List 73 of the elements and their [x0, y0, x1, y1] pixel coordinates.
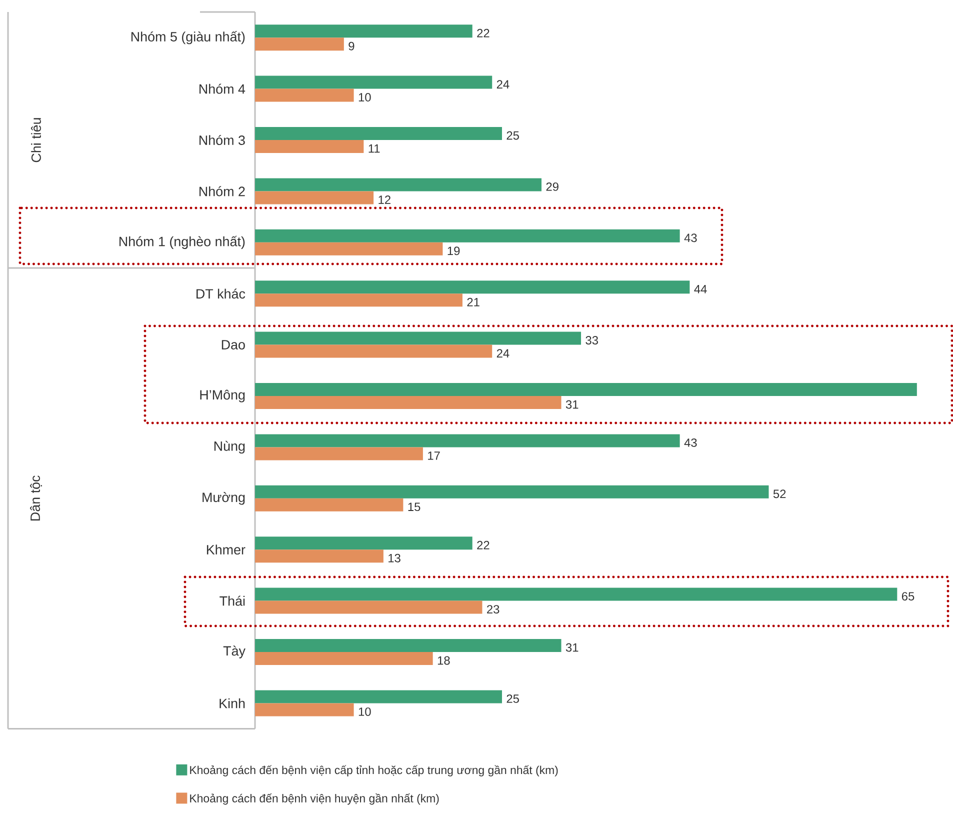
y-tick-label: Thái [220, 596, 245, 606]
data-label: 29 [546, 182, 558, 191]
y-tick-label: Tày [223, 646, 246, 658]
bar [255, 447, 423, 460]
bar [255, 382, 917, 396]
bar [255, 76, 492, 89]
legend-label: Khoảng cách đến bệnh viện huyện gần nhất (km) [190, 794, 439, 805]
y-tick-label: Mường [202, 492, 245, 505]
text: Dân tộc [30, 476, 42, 520]
bar [255, 280, 690, 294]
bar [255, 600, 482, 614]
data-label: 52 [773, 490, 786, 498]
data-label: 33 [586, 336, 598, 345]
data-label: 65 [902, 592, 914, 601]
y-tick-label: Nhóm 4 [200, 84, 246, 94]
data-label: 10 [358, 707, 371, 716]
data-label: 13 [388, 554, 400, 562]
data-label: 31 [566, 400, 578, 409]
data-label: 25 [506, 694, 519, 703]
bar [255, 24, 472, 38]
data-label: 43 [684, 234, 697, 242]
data-label: 11 [368, 144, 380, 153]
y-tick-label: Nhóm 3 [200, 134, 245, 145]
bar [255, 332, 582, 345]
bar [255, 294, 462, 307]
y-tick-label: Nhóm 5 (giàu nhất) [131, 31, 245, 44]
bar [255, 588, 898, 601]
data-label: 31 [566, 643, 578, 652]
data-label: 25 [506, 131, 519, 140]
bar [255, 485, 769, 498]
data-label: 12 [378, 196, 390, 204]
data-label: 10 [358, 93, 371, 102]
y-tick-label: Kinh [220, 698, 245, 708]
y-tick-label: Dao [222, 340, 245, 350]
data-label: 24 [496, 80, 510, 88]
y-tick-label: Nhóm 1 (nghèo nhất) [119, 236, 245, 249]
bar [255, 434, 680, 448]
data-label: 18 [438, 656, 450, 665]
data-label: 22 [477, 540, 490, 550]
legend-label: Khoảng cách đến bệnh viện cấp tỉnh hoặc cấp trung ương gần nhất (km) [190, 765, 558, 776]
data-label: 17 [428, 452, 440, 460]
bar [255, 88, 354, 102]
data-label: 24 [496, 349, 510, 358]
y-tick-label: Nùng [214, 440, 245, 454]
bar [255, 690, 502, 704]
bar [255, 396, 562, 409]
bar [255, 191, 374, 204]
bar [255, 703, 354, 716]
y-tick-label: Khmer [206, 544, 246, 555]
bar [255, 550, 384, 563]
data-label: 21 [467, 298, 480, 306]
y-tick-label: Nhóm 2 [200, 186, 245, 196]
bar [255, 140, 364, 153]
data-label: 9 [348, 42, 354, 50]
data-label: 44 [694, 284, 707, 294]
bar [255, 242, 443, 256]
data-label: 22 [477, 28, 490, 38]
y-tick-label: H’Mông [200, 390, 245, 402]
data-label: 23 [487, 605, 500, 614]
data-label: 43 [684, 438, 697, 447]
bar [255, 536, 472, 550]
bar [255, 652, 433, 665]
bar [255, 498, 404, 512]
bar [255, 229, 680, 242]
bar [255, 178, 542, 192]
bar [255, 38, 344, 51]
data-label: 19 [448, 246, 460, 256]
data-label: 15 [408, 502, 420, 512]
bar [255, 638, 562, 652]
bar [255, 126, 502, 140]
bar [255, 344, 492, 358]
y-tick-label: DT khác [196, 288, 246, 299]
text: Chi tiêu [31, 118, 41, 162]
